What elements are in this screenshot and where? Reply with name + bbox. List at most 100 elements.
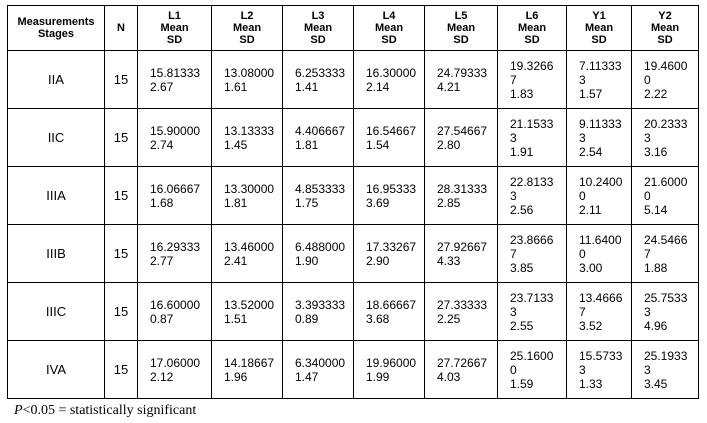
value-cell: 3.393333 0.89 <box>282 282 354 341</box>
mean-value: 19.96000 <box>366 355 417 370</box>
mean-value: 28.31333 <box>437 181 488 196</box>
table-row: IIIA 15 16.06667 1.68 13.30000 1.81 4.853333 1.… <box>7 166 699 225</box>
value-cell: 7.113333 1.57 <box>566 50 632 109</box>
mean-value: 13.30000 <box>224 181 275 196</box>
value-cell: 16.29333 2.77 <box>137 224 212 283</box>
header-text: Measurements <box>17 16 95 28</box>
sd-value: 1.91 <box>510 144 534 159</box>
value-cell: 19.32667 1.83 <box>497 50 567 109</box>
mean-value: 13.13333 <box>224 123 275 138</box>
header-text: Mean <box>650 22 680 34</box>
sd-value: 1.51 <box>224 311 248 326</box>
sd-value: 2.77 <box>150 253 174 268</box>
header-text: SD <box>166 34 183 46</box>
table-wrap: Measurements Stages N L1 Mean SD L2 Mean SD L3 Mea… <box>7 5 699 399</box>
sd-value: 3.00 <box>579 260 603 275</box>
value-cell: 6.253333 1.41 <box>282 50 354 109</box>
sd-value: 1.96 <box>224 369 248 384</box>
sd-value: 5.14 <box>644 202 668 217</box>
header-cell: Measurements Stages <box>7 5 105 51</box>
value-cell: 23.71333 2.55 <box>497 282 567 341</box>
n-cell: 15 <box>104 224 138 283</box>
mean-value: 13.08000 <box>224 65 275 80</box>
data-table: Measurements Stages N L1 Mean SD L2 Mean SD L3 Mea… <box>7 5 699 399</box>
value-cell: 17.33267 2.90 <box>353 224 425 283</box>
value-cell: 21.60000 5.14 <box>631 166 699 225</box>
header-text: Y1 <box>592 10 606 22</box>
value-cell: 13.30000 1.81 <box>211 166 283 225</box>
header-text: L1 <box>168 10 181 22</box>
mean-value: 6.488000 <box>295 239 346 254</box>
header-text: Stages <box>37 28 75 40</box>
sd-value: 2.25 <box>437 311 461 326</box>
sd-value: 2.14 <box>366 79 390 94</box>
n-cell: 15 <box>104 166 138 225</box>
sd-value: 1.47 <box>295 369 319 384</box>
value-cell: 6.488000 1.90 <box>282 224 354 283</box>
header-text: Mean <box>160 22 189 34</box>
sd-value: 2.22 <box>644 86 668 101</box>
value-cell: 16.30000 2.14 <box>353 50 425 109</box>
sd-value: 3.52 <box>579 318 603 333</box>
mean-value: 24.54667 <box>644 232 688 261</box>
sd-value: 1.68 <box>150 195 174 210</box>
mean-value: 16.06667 <box>150 181 201 196</box>
mean-value: 23.86667 <box>510 232 554 261</box>
mean-value: 21.60000 <box>644 174 688 203</box>
mean-value: 9.113333 <box>579 116 622 145</box>
header-text: L4 <box>382 10 396 22</box>
value-cell: 13.46667 3.52 <box>566 282 632 341</box>
value-cell: 22.81333 2.56 <box>497 166 567 225</box>
value-cell: 16.95333 3.69 <box>353 166 425 225</box>
mean-value: 23.71333 <box>510 290 554 319</box>
mean-value: 6.340000 <box>295 355 346 370</box>
value-cell: 20.23333 3.16 <box>631 108 699 167</box>
sd-value: 4.33 <box>437 253 461 268</box>
sd-value: 2.12 <box>150 369 174 384</box>
sd-value: 0.89 <box>295 311 319 326</box>
header-text: Mean <box>303 22 333 34</box>
sd-value: 3.16 <box>644 144 668 159</box>
sd-value: 4.03 <box>437 369 461 384</box>
mean-value: 17.06000 <box>150 355 201 370</box>
sd-value: 2.90 <box>366 253 390 268</box>
mean-value: 15.81333 <box>150 65 201 80</box>
n-cell: 15 <box>104 108 138 167</box>
mean-value: 13.46000 <box>224 239 275 254</box>
mean-value: 27.72667 <box>437 355 488 370</box>
sd-value: 3.85 <box>510 260 534 275</box>
mean-value: 20.23333 <box>644 116 688 145</box>
mean-value: 19.46000 <box>644 58 688 87</box>
n-cell: 15 <box>104 340 138 399</box>
mean-value: 27.92667 <box>437 239 488 254</box>
header-cell: Y2 Mean SD <box>631 5 699 51</box>
table-body: IIA 15 15.81333 2.67 13.08000 1.61 6.253333 1.4… <box>7 50 699 399</box>
sd-value: 1.75 <box>295 195 319 210</box>
value-cell: 4.853333 1.75 <box>282 166 354 225</box>
value-cell: 18.66667 3.68 <box>353 282 425 341</box>
mean-value: 16.29333 <box>150 239 201 254</box>
value-cell: 11.64000 3.00 <box>566 224 632 283</box>
sd-value: 2.56 <box>510 202 534 217</box>
mean-value: 7.113333 <box>579 58 622 87</box>
sd-value: 2.74 <box>150 137 174 152</box>
header-text: L3 <box>311 10 325 22</box>
header-cell: Y1 Mean SD <box>566 5 632 51</box>
header-text: SD <box>524 34 540 46</box>
header-text: SD <box>239 34 255 46</box>
stage-cell: IIIC <box>7 282 105 341</box>
mean-value: 21.15333 <box>510 116 554 145</box>
header-text: Mean <box>517 22 547 34</box>
sd-value: 2.55 <box>510 318 534 333</box>
value-cell: 13.13333 1.45 <box>211 108 283 167</box>
value-cell: 19.96000 1.99 <box>353 340 425 399</box>
sd-value: 2.85 <box>437 195 461 210</box>
mean-value: 15.57333 <box>579 348 623 377</box>
value-cell: 27.72667 4.03 <box>424 340 498 399</box>
value-cell: 10.24000 2.11 <box>566 166 632 225</box>
sd-value: 1.54 <box>366 137 390 152</box>
stage-cell: IIIA <box>7 166 105 225</box>
header-text: L6 <box>525 10 539 22</box>
value-cell: 15.81333 2.67 <box>137 50 212 109</box>
